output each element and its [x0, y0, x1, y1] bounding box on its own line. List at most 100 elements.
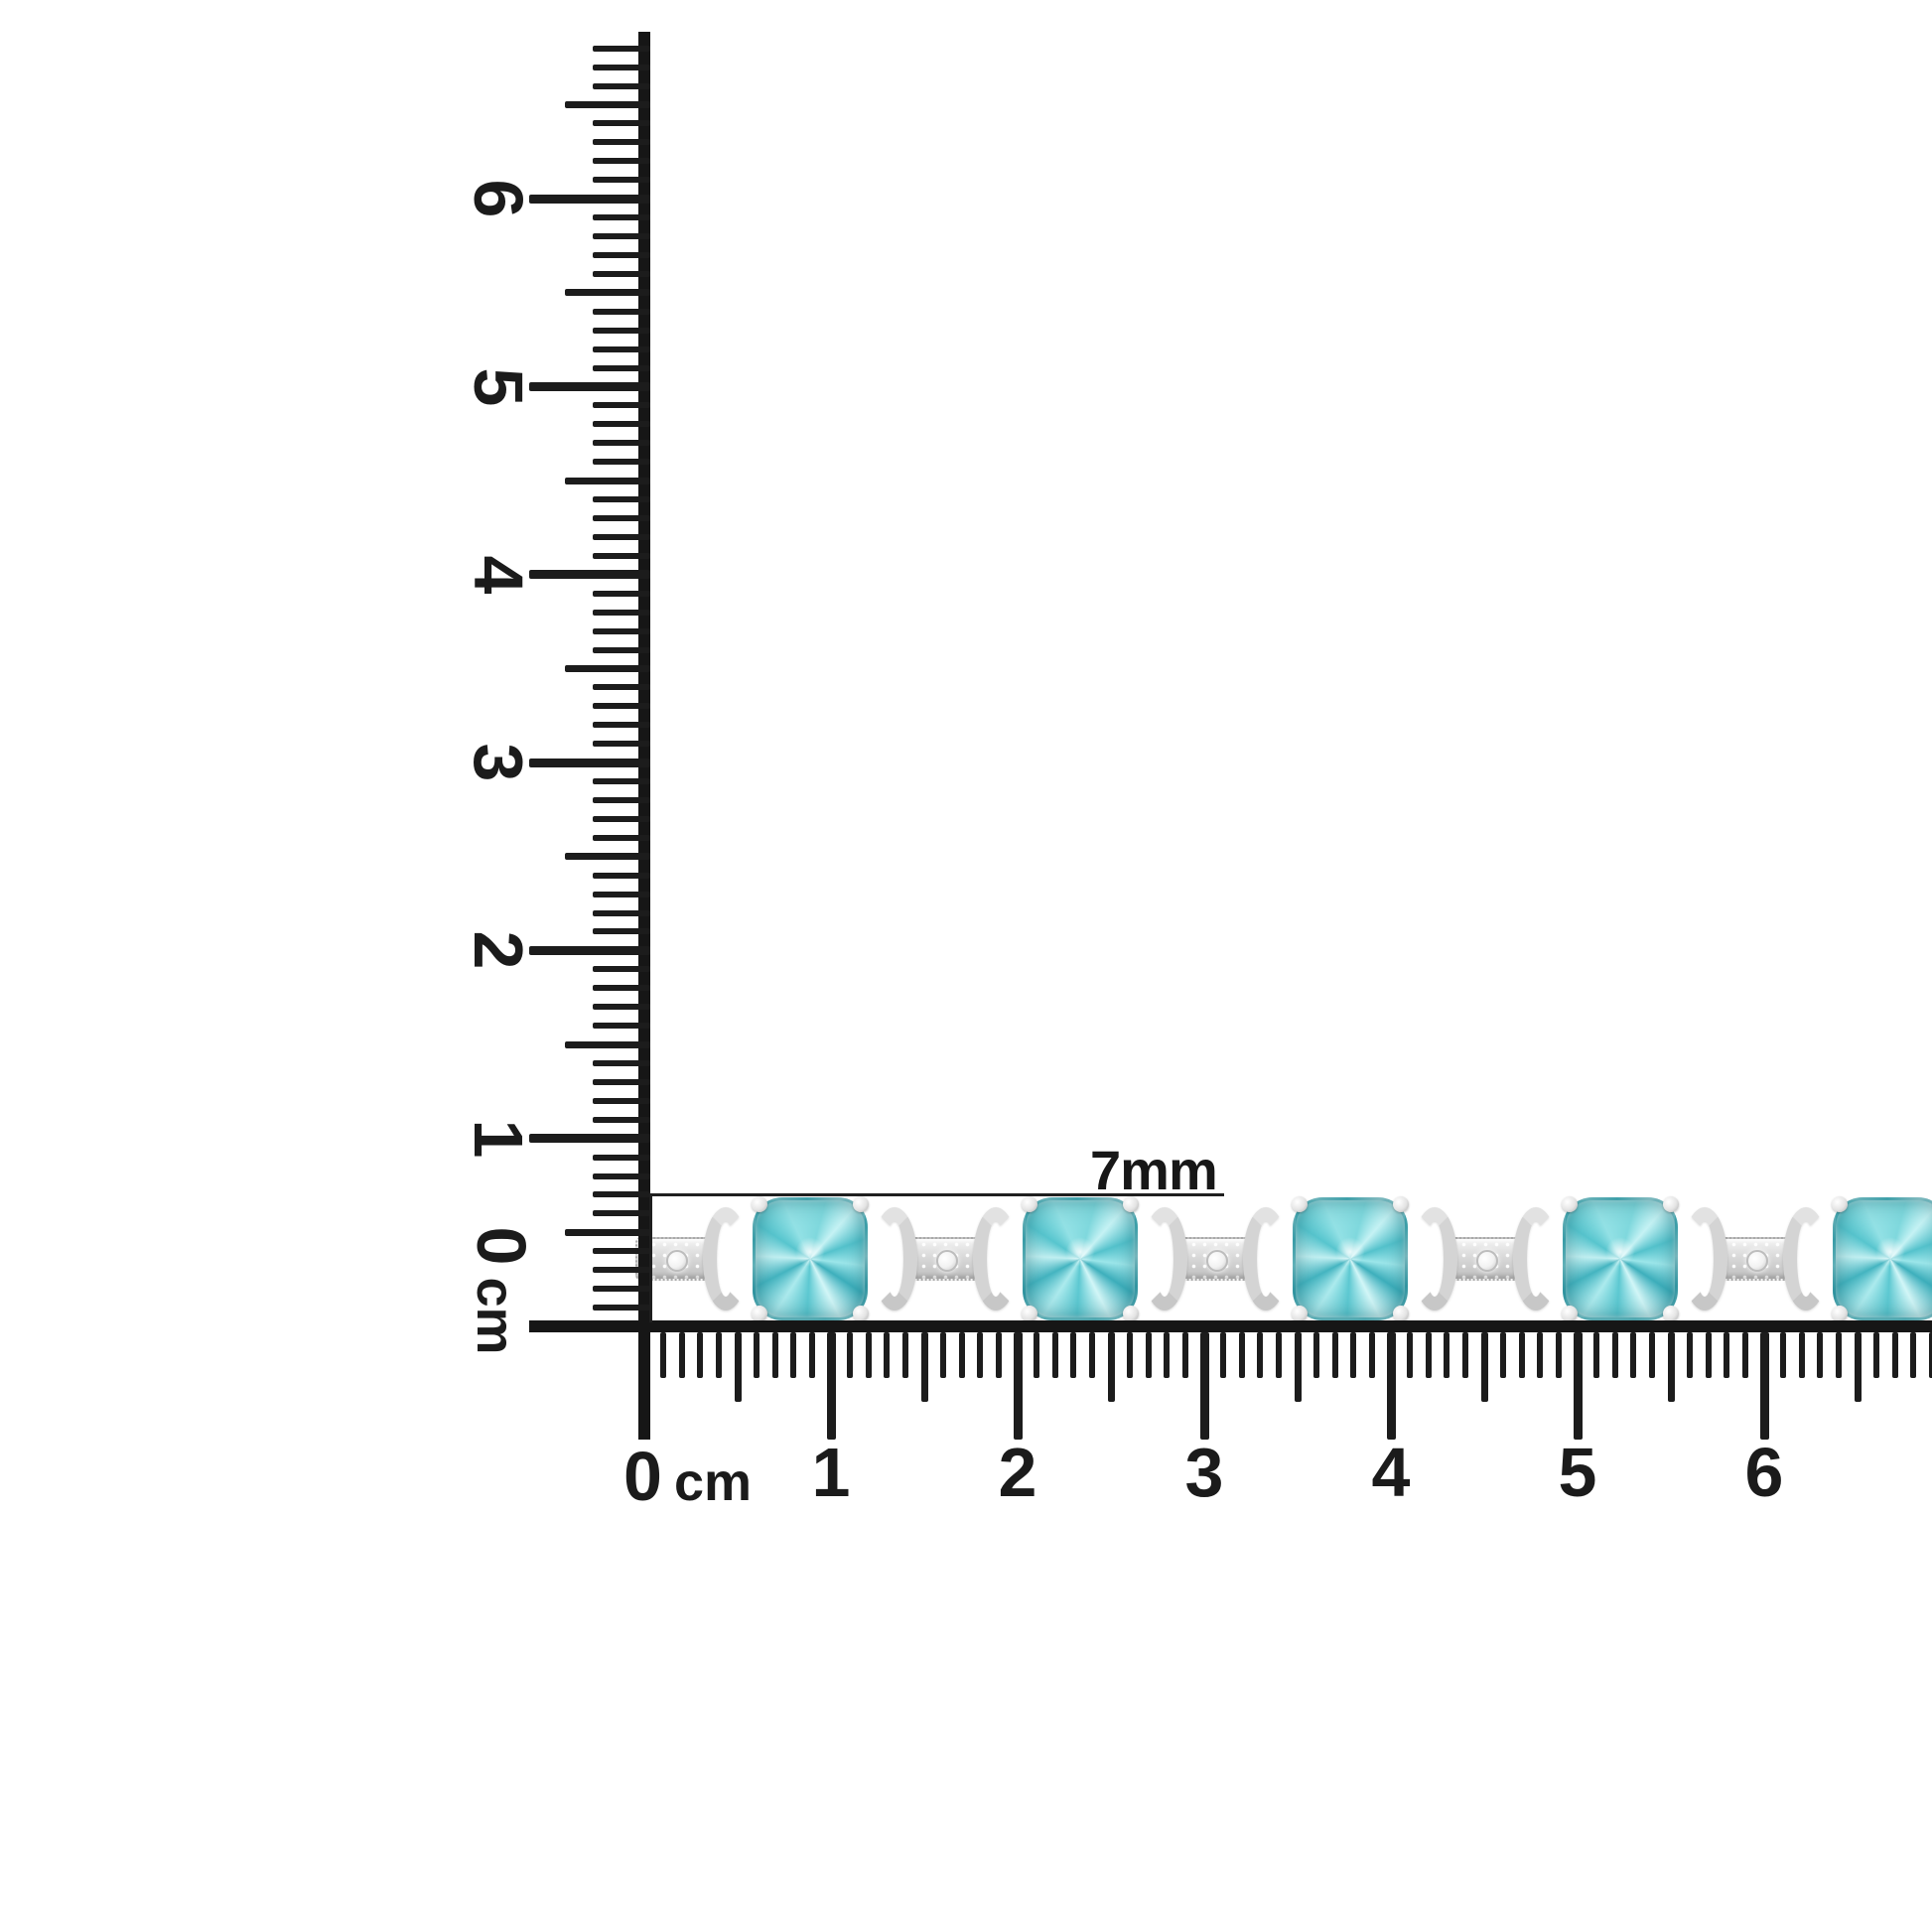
horizontal-ruler-tick	[1891, 1332, 1898, 1378]
gemstone	[1562, 1196, 1679, 1321]
horizontal-ruler-tick	[1499, 1332, 1506, 1378]
horizontal-ruler-tick	[697, 1332, 704, 1378]
prong	[1562, 1306, 1578, 1321]
vertical-ruler-tick	[593, 45, 650, 52]
vertical-ruler-number: 2	[460, 930, 537, 970]
vertical-zero-digit: 0	[463, 1226, 540, 1266]
bracelet	[635, 1196, 1932, 1321]
vertical-ruler-number: 3	[460, 743, 537, 782]
horizontal-ruler-tick	[1444, 1332, 1450, 1378]
horizontal-ruler-tick	[753, 1332, 759, 1378]
vertical-ruler-number: 6	[460, 179, 537, 218]
vertical-ruler-tick	[593, 891, 650, 897]
horizontal-ruler-tick	[1537, 1332, 1544, 1378]
bracelet-link-wing	[1412, 1207, 1457, 1311]
horizontal-ruler-tick	[809, 1332, 816, 1378]
horizontal-ruler-tick	[1518, 1332, 1525, 1378]
vertical-ruler-tick	[593, 459, 650, 466]
horizontal-ruler-tick	[790, 1332, 797, 1378]
horizontal-ruler-tick	[1872, 1332, 1879, 1378]
vertical-ruler-tick	[593, 872, 650, 879]
bracelet-link-wing	[1142, 1207, 1187, 1311]
horizontal-ruler-tick	[1033, 1332, 1039, 1378]
horizontal-ruler-number: 1	[811, 1434, 851, 1511]
gemstone	[1292, 1196, 1409, 1321]
vertical-ruler-tick	[529, 382, 650, 391]
prong	[1022, 1306, 1037, 1321]
horizontal-ruler-tick	[1219, 1332, 1226, 1378]
vertical-ruler-tick	[593, 1078, 650, 1085]
vertical-ruler-tick	[565, 289, 650, 297]
vertical-ruler-tick	[593, 515, 650, 521]
vertical-ruler-tick	[593, 815, 650, 822]
vertical-ruler-tick	[593, 1023, 650, 1030]
measurement-label: 7mm	[1090, 1139, 1218, 1201]
gemstone	[1022, 1196, 1139, 1321]
vertical-ruler-tick	[593, 251, 650, 258]
horizontal-zero-digit: 0	[623, 1438, 662, 1515]
horizontal-ruler-tick	[846, 1332, 853, 1378]
vertical-ruler-tick	[565, 1040, 650, 1048]
horizontal-ruler-tick	[1070, 1332, 1077, 1378]
bracelet-link-wing	[872, 1207, 917, 1311]
vertical-ruler-tick	[593, 421, 650, 428]
vertical-ruler-tick	[593, 834, 650, 841]
horizontal-ruler-tick	[1649, 1332, 1656, 1378]
vertical-ruler-tick	[593, 327, 650, 334]
prong	[1292, 1196, 1308, 1212]
horizontal-ruler-tick	[1126, 1332, 1133, 1378]
vertical-ruler-tick	[593, 308, 650, 315]
prong	[1292, 1306, 1308, 1321]
prong	[1562, 1196, 1578, 1212]
prong	[1123, 1306, 1139, 1321]
vertical-ruler-tick	[593, 1004, 650, 1011]
horizontal-ruler-tick	[1724, 1332, 1730, 1378]
horizontal-ruler-tick	[1276, 1332, 1283, 1378]
vertical-ruler-tick	[593, 627, 650, 634]
vertical-ruler-number: 1	[460, 1119, 537, 1159]
bracelet-pave-link-bar	[905, 1237, 985, 1281]
bracelet-pave-link-bar	[1446, 1237, 1525, 1281]
vertical-ruler-tick	[593, 1097, 650, 1104]
bracelet-link-wing	[1682, 1207, 1727, 1311]
vertical-ruler-tick	[529, 945, 650, 955]
prong	[752, 1306, 767, 1321]
horizontal-ruler-tick	[734, 1332, 742, 1402]
vertical-ruler-tick	[593, 270, 650, 277]
horizontal-ruler-tick	[1238, 1332, 1245, 1378]
gemstone	[1832, 1196, 1932, 1321]
vertical-ruler-tick	[529, 194, 650, 204]
horizontal-ruler-tick	[1630, 1332, 1637, 1378]
horizontal-ruler-tick	[1089, 1332, 1096, 1378]
horizontal-ruler-tick	[1667, 1332, 1675, 1402]
vertical-ruler-tick	[593, 139, 650, 146]
horizontal-ruler-tick	[958, 1332, 965, 1378]
horizontal-ruler-tick	[1145, 1332, 1152, 1378]
bracelet-link-wing	[1243, 1207, 1289, 1311]
horizontal-ruler-tick	[1611, 1332, 1618, 1378]
vertical-ruler-tick	[593, 214, 650, 221]
vertical-ruler-tick	[593, 609, 650, 616]
horizontal-ruler-tick	[996, 1332, 1003, 1378]
vertical-ruler-tick	[593, 778, 650, 785]
vertical-ruler-tick	[593, 345, 650, 352]
horizontal-ruler-tick	[1386, 1332, 1396, 1440]
vertical-ruler-tick	[529, 570, 650, 580]
vertical-ruler-zero-label: 0 cm	[461, 1211, 540, 1370]
vertical-ruler-tick	[593, 985, 650, 992]
horizontal-ruler-spine	[529, 1320, 1932, 1332]
horizontal-ruler-tick	[1164, 1332, 1171, 1378]
vertical-ruler-tick	[593, 158, 650, 165]
vertical-ruler-tick	[593, 909, 650, 916]
horizontal-ruler-number: 2	[998, 1434, 1037, 1511]
vertical-ruler-tick	[565, 101, 650, 109]
vertical-ruler-tick	[593, 796, 650, 803]
vertical-ruler-tick	[593, 1116, 650, 1123]
vertical-ruler-tick	[565, 664, 650, 672]
horizontal-ruler-tick	[902, 1332, 909, 1378]
measurement-line	[651, 1193, 1224, 1196]
vertical-ruler-number: 5	[460, 367, 537, 406]
vertical-ruler-tick	[593, 120, 650, 127]
horizontal-ruler-tick	[1836, 1332, 1843, 1378]
